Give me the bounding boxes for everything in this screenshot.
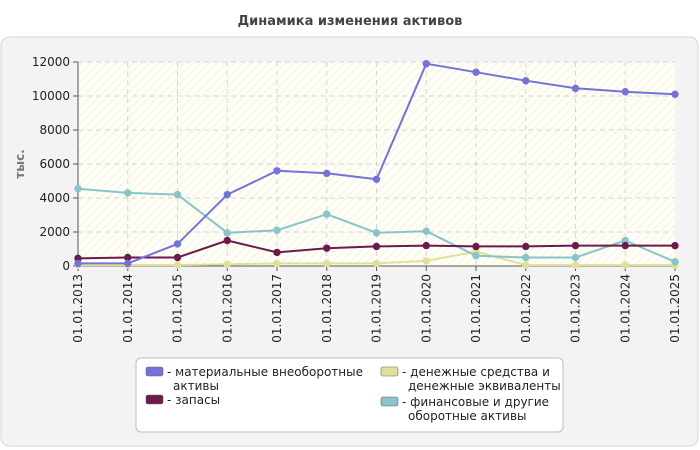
data-point (124, 259, 132, 268)
data-point (671, 241, 679, 250)
x-tick-label: 01.01.2018 (320, 274, 334, 343)
y-tick-label: 12000 (32, 55, 70, 69)
data-point (173, 240, 182, 248)
y-tick-label: 2000 (39, 225, 70, 239)
data-point (422, 227, 430, 235)
legend-label: - материальные внеоборотные (167, 365, 363, 379)
data-point (173, 261, 182, 269)
data-point (571, 261, 580, 269)
data-point (571, 84, 580, 93)
series-3 (74, 184, 679, 266)
data-point (273, 226, 281, 235)
chart-title: Динамика изменения активов (238, 14, 463, 29)
y-tick-label: 8000 (39, 123, 70, 137)
data-point (273, 259, 281, 268)
data-point (571, 253, 580, 262)
data-point (422, 241, 430, 250)
data-point (472, 252, 480, 260)
legend-swatch (145, 394, 164, 405)
data-point (74, 184, 82, 193)
data-point (522, 253, 530, 262)
x-tick-label: 01.01.2021 (469, 274, 483, 343)
legend-swatch (380, 396, 399, 407)
y-tick-label: 6000 (39, 157, 70, 171)
data-point (124, 189, 132, 197)
x-tick-label: 01.01.2020 (419, 274, 433, 343)
data-point (273, 248, 281, 257)
data-point (571, 241, 580, 250)
data-point (323, 169, 331, 178)
x-tick-label: 01.01.2016 (220, 274, 234, 343)
y-tick-label: 10000 (32, 89, 70, 103)
x-tick-label: 01.01.2023 (569, 274, 583, 343)
data-point (223, 260, 231, 268)
series (74, 60, 679, 269)
legend-item: - запасы (145, 393, 220, 407)
data-point (173, 253, 182, 262)
data-point (223, 190, 231, 199)
axes: 0 2000 4000 6000 8000 10000 12000 01.01.2013 01.… (32, 55, 682, 343)
grid (78, 61, 675, 266)
data-point (671, 258, 679, 266)
data-point (74, 259, 82, 268)
data-point (621, 241, 629, 250)
x-tick-label: 01.01.2015 (171, 274, 185, 343)
data-point (621, 88, 629, 96)
data-point (621, 261, 629, 269)
data-point (372, 242, 381, 251)
legend-label: оборотные активы (408, 409, 527, 423)
data-point (273, 167, 281, 175)
legend-label: активы (173, 379, 219, 393)
data-point (472, 68, 480, 76)
data-point (671, 90, 679, 99)
x-tick-label: 01.01.2024 (618, 274, 632, 343)
data-point (223, 229, 231, 237)
data-point (522, 77, 530, 85)
data-point (323, 210, 331, 218)
data-point (323, 259, 331, 268)
x-tick-label: 01.01.2025 (668, 274, 682, 343)
legend-swatch (145, 366, 164, 377)
data-point (372, 229, 381, 237)
legend-swatch (380, 366, 399, 377)
data-point (372, 259, 381, 268)
legend-label: - денежные средства и (402, 365, 550, 379)
legend-box (135, 357, 564, 433)
y-tick-label: 0 (62, 259, 70, 273)
series-0 (74, 60, 679, 268)
data-point (472, 242, 480, 251)
data-point (422, 257, 430, 265)
data-point (522, 261, 530, 269)
legend-label: денежные эквиваленты (408, 379, 561, 393)
x-tick-label: 01.01.2014 (121, 274, 135, 343)
data-point (422, 60, 430, 68)
data-point (372, 175, 381, 184)
y-axis-label: тыс. (13, 149, 27, 178)
data-point (173, 190, 182, 199)
legend-label: - финансовые и другие (402, 395, 549, 409)
x-tick-label: 01.01.2017 (270, 274, 284, 343)
data-point (522, 242, 530, 251)
data-point (124, 253, 132, 262)
legend-label: - запасы (167, 393, 220, 407)
x-tick-label: 01.01.2013 (71, 274, 85, 343)
series-1 (74, 236, 679, 263)
y-tick-label: 4000 (39, 191, 70, 205)
data-point (223, 236, 231, 245)
x-tick-label: 01.01.2022 (519, 274, 533, 343)
data-point (323, 244, 331, 252)
x-tick-label: 01.01.2019 (370, 274, 384, 343)
